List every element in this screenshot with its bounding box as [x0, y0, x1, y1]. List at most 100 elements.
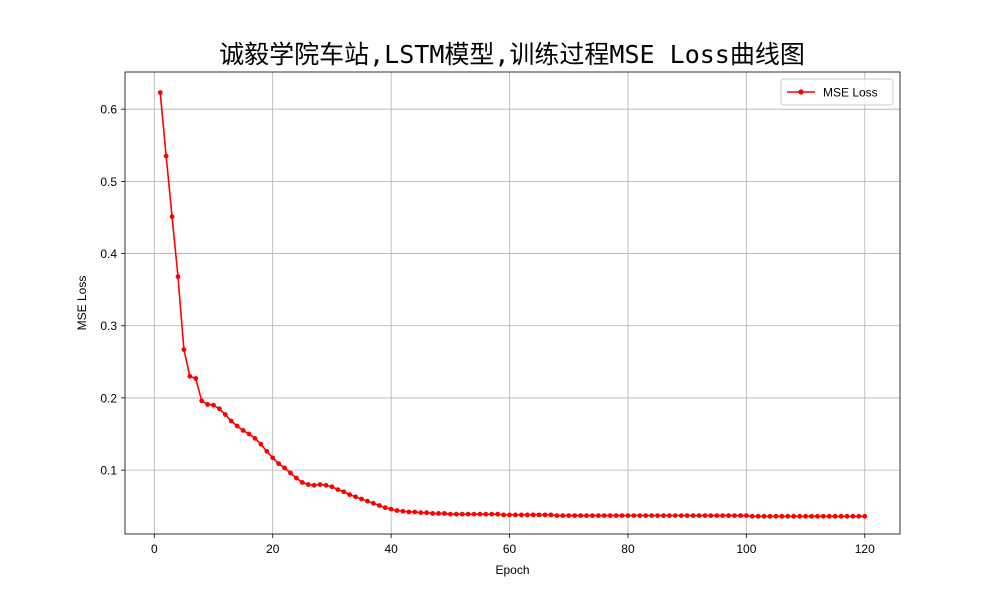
data-point: [217, 406, 222, 412]
data-point: [453, 511, 459, 517]
data-point: [797, 513, 803, 519]
data-point: [276, 461, 282, 467]
data-point: [489, 511, 495, 517]
data-point: [252, 435, 258, 441]
data-point: [649, 513, 655, 518]
data-point: [465, 511, 471, 517]
data-point: [702, 513, 708, 518]
legend-box: [780, 78, 894, 106]
data-point: [684, 513, 690, 518]
data-point: [471, 511, 477, 517]
data-point: [305, 482, 311, 487]
grid: [125, 72, 900, 534]
data-point: [815, 513, 820, 519]
data-point: [631, 513, 637, 518]
data-point: [826, 513, 832, 519]
data-point: [240, 428, 246, 433]
y-tick-label: 0.6: [100, 103, 117, 117]
data-point: [205, 402, 210, 407]
data-point: [548, 512, 554, 518]
data-point: [388, 506, 394, 512]
data-point: [856, 513, 862, 519]
data-point: [365, 498, 370, 504]
data-point: [785, 513, 791, 519]
data-point: [169, 214, 175, 220]
data-point: [323, 482, 329, 488]
data-point: [714, 513, 720, 518]
data-point: [181, 347, 187, 352]
x-tick-label: 60: [503, 542, 517, 556]
data-point: [743, 513, 749, 518]
data-point: [513, 512, 518, 518]
data-point: [258, 441, 264, 447]
data-point: [820, 513, 826, 519]
data-point: [809, 513, 814, 519]
y-axis-label: MSE Loss: [75, 276, 89, 331]
data-point: [566, 513, 572, 518]
data-point: [779, 513, 785, 519]
data-point: [720, 513, 726, 518]
y-tick-label: 0.1: [100, 464, 117, 478]
data-point: [672, 513, 678, 518]
data-point: [246, 431, 252, 437]
data-point: [643, 513, 649, 518]
data-point: [625, 513, 631, 518]
data-point: [518, 512, 524, 518]
x-tick-label: 100: [736, 542, 756, 556]
data-point: [584, 513, 589, 518]
data-point: [732, 513, 737, 518]
x-axis-label: Epoch: [495, 563, 529, 577]
data-point: [311, 482, 317, 488]
data-point: [844, 513, 850, 519]
data-point: [288, 470, 293, 476]
data-point: [601, 513, 607, 518]
x-tick-label: 40: [384, 542, 398, 556]
data-point: [590, 513, 595, 518]
data-point: [578, 513, 583, 518]
data-point: [613, 513, 619, 518]
data-point: [536, 512, 542, 518]
data-point: [270, 455, 276, 461]
data-point: [459, 511, 465, 517]
data-point: [524, 512, 530, 518]
data-point: [477, 511, 483, 517]
data-point: [282, 465, 287, 471]
axis-ticks: 0 20 40 60 80 100 120 0.1 0.2 0.3 0.4 0.5 0.6: [100, 103, 875, 556]
data-point: [530, 512, 536, 518]
data-point: [666, 513, 672, 518]
data-point: [773, 513, 779, 519]
x-tick-label: 0: [151, 542, 158, 556]
data-point: [738, 513, 743, 518]
data-point: [767, 513, 773, 519]
data-point: [560, 513, 566, 518]
data-point: [157, 90, 163, 95]
data-point: [803, 513, 808, 519]
chart-title: 诚毅学院车站,LSTM模型,训练过程MSE Loss曲线图: [219, 40, 805, 69]
data-point: [542, 512, 548, 518]
data-point: [755, 513, 761, 519]
x-tick-label: 20: [266, 542, 280, 556]
data-point: [163, 153, 169, 159]
data-point: [442, 511, 447, 516]
data-point: [412, 509, 418, 515]
data-point: [637, 513, 643, 518]
data-point: [850, 513, 856, 519]
data-point: [400, 508, 406, 514]
data-point: [211, 402, 216, 408]
y-tick-label: 0.2: [100, 391, 117, 405]
data-point: [726, 513, 731, 518]
data-point: [572, 513, 578, 518]
data-point: [382, 505, 388, 511]
data-point: [661, 513, 666, 518]
x-tick-label: 120: [855, 542, 875, 556]
data-point: [436, 511, 441, 516]
data-point: [394, 508, 400, 513]
data-point: [749, 513, 755, 519]
data-point: [696, 513, 702, 518]
plot-frame: [124, 71, 901, 535]
data-point: [708, 513, 714, 518]
data-point: [430, 511, 435, 516]
data-point: [376, 503, 382, 508]
data-point: [832, 513, 838, 519]
